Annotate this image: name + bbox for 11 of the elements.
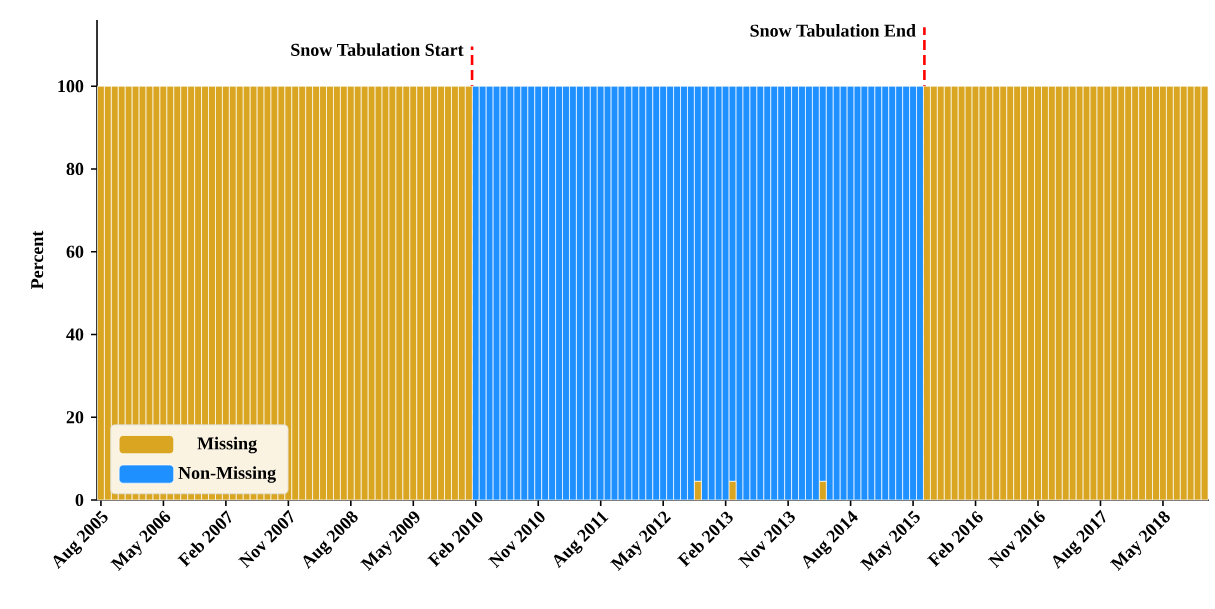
y-tick-label: 20	[66, 411, 84, 424]
y-tick-label: 0	[75, 493, 84, 507]
ref-line-label: Snow Tabulation Start	[291, 43, 464, 56]
y-tick-label: 40	[66, 328, 84, 341]
legend-label: Missing	[197, 436, 257, 454]
y-tick-label: 60	[66, 245, 84, 258]
legend-label: Non-Missing	[178, 466, 276, 483]
y-tick-label: 100	[58, 80, 84, 93]
y-axis-title: Percent	[31, 230, 44, 289]
y-tick-label: 80	[66, 162, 84, 176]
ref-line-label: Snow Tabulation End	[750, 24, 916, 37]
